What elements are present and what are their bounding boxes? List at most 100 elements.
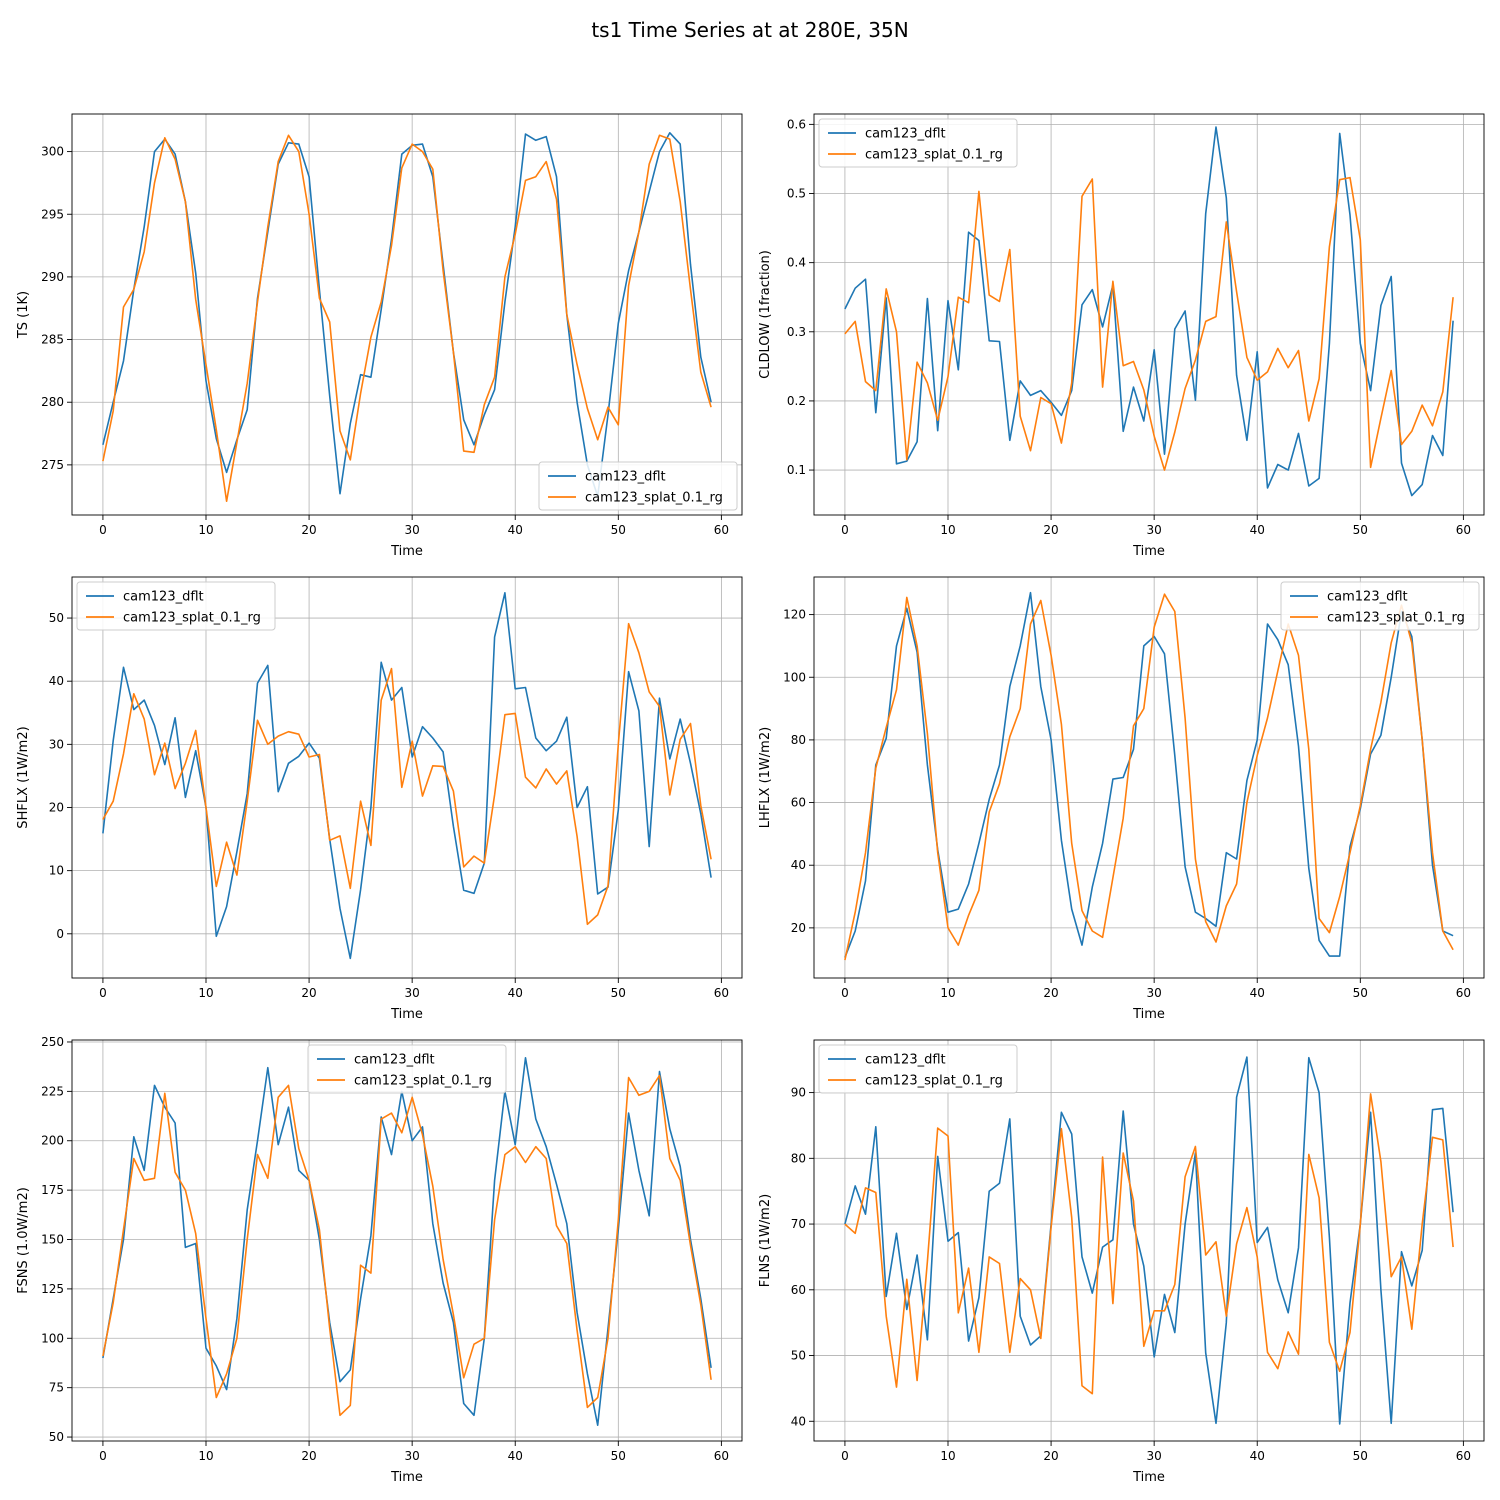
legend-entry: cam123_splat_0.1_rg: [1327, 611, 1465, 626]
x-tick-label: 50: [1353, 1449, 1368, 1463]
x-tick-label: 40: [508, 986, 523, 1000]
legend-box: [818, 118, 1018, 168]
axes-frame: [71, 113, 743, 516]
y-tick-label: 285: [41, 333, 64, 347]
subplot-shflx: 0 10 20 30 40 50 60 0 10 20 30 40 50 Time SHFLX (1W/m2…: [16, 576, 743, 1022]
x-tick-label: 30: [405, 986, 420, 1000]
x-tick-label: 40: [508, 1449, 523, 1463]
y-tick-label: 0: [56, 927, 64, 941]
x-tick-label: 20: [1043, 986, 1058, 1000]
y-tick-label: 50: [49, 1430, 64, 1444]
legend: cam123_dflt cam123_splat_0.1_rg: [538, 461, 738, 511]
legend: cam123_dflt cam123_splat_0.1_rg: [307, 1044, 507, 1094]
legend-box: [76, 581, 276, 631]
y-tick-label: 100: [783, 670, 806, 684]
y-tick-label: 295: [41, 207, 64, 221]
x-axis-label: Time: [1132, 1470, 1165, 1485]
figure-title: ts1 Time Series at at 280E, 35N: [591, 18, 908, 42]
y-axis-label: LHFLX (1W/m2): [758, 727, 773, 828]
legend-box: [1280, 581, 1480, 631]
y-tick-label: 250: [41, 1035, 64, 1049]
x-tick-label: 0: [99, 1449, 107, 1463]
y-axis-label: CLDLOW (1fraction): [758, 250, 773, 379]
grid: [72, 114, 742, 515]
x-tick-label: 30: [1147, 523, 1162, 537]
grid: [814, 577, 1484, 978]
x-tick-label: 10: [940, 523, 955, 537]
y-tick-label: 60: [791, 796, 806, 810]
y-tick-label: 125: [41, 1282, 64, 1296]
x-tick-label: 20: [1043, 523, 1058, 537]
x-tick-label: 60: [1456, 986, 1471, 1000]
y-tick-label: 280: [41, 395, 64, 409]
series-line-splat: [844, 176, 1454, 471]
series-line-dflt: [844, 126, 1454, 497]
y-tick-label: 0.6: [787, 117, 806, 131]
axes-frame: [71, 1039, 743, 1442]
y-tick-label: 20: [791, 921, 806, 935]
x-axis-label: Time: [390, 1470, 423, 1485]
x-tick-label: 60: [1456, 523, 1471, 537]
legend-box: [538, 461, 738, 511]
series-line-splat: [102, 622, 712, 926]
legend-entry: cam123_splat_0.1_rg: [585, 491, 723, 506]
x-tick-label: 30: [1147, 1449, 1162, 1463]
legend-box: [307, 1044, 507, 1094]
x-tick-label: 50: [611, 523, 626, 537]
subplot-lhflx: 0 10 20 30 40 50 60 20 40 60 80 100 120 Time LHFLX (1W…: [758, 576, 1485, 1022]
y-tick-label: 40: [791, 858, 806, 872]
x-tick-label: 0: [99, 986, 107, 1000]
y-tick-label: 80: [791, 733, 806, 747]
x-tick-label: 50: [611, 986, 626, 1000]
x-tick-label: 40: [508, 523, 523, 537]
x-tick-label: 10: [198, 986, 213, 1000]
y-tick-label: 40: [49, 674, 64, 688]
x-axis-label: Time: [390, 544, 423, 559]
x-tick-label: 20: [1043, 1449, 1058, 1463]
y-tick-label: 0.2: [787, 394, 806, 408]
legend: cam123_dflt cam123_splat_0.1_rg: [1280, 581, 1480, 631]
legend-entry: cam123_splat_0.1_rg: [865, 148, 1003, 163]
series-line-splat: [844, 1093, 1454, 1395]
y-tick-label: 80: [791, 1151, 806, 1165]
y-axis-label: FLNS (1W/m2): [758, 1194, 773, 1287]
axes-frame: [813, 1039, 1485, 1442]
y-tick-label: 0.1: [787, 463, 806, 477]
y-tick-label: 10: [49, 864, 64, 878]
x-axis-label: Time: [1132, 544, 1165, 559]
legend-entry: cam123_splat_0.1_rg: [123, 611, 261, 626]
x-tick-label: 10: [940, 986, 955, 1000]
legend-entry: cam123_dflt: [354, 1053, 435, 1068]
legend-box: [818, 1044, 1018, 1094]
x-tick-label: 30: [405, 523, 420, 537]
series-line-splat: [102, 134, 712, 503]
y-tick-label: 290: [41, 270, 64, 284]
x-tick-label: 0: [841, 1449, 849, 1463]
series-line-splat: [844, 593, 1454, 961]
x-tick-label: 30: [405, 1449, 420, 1463]
y-tick-label: 75: [49, 1381, 64, 1395]
legend-entry: cam123_splat_0.1_rg: [354, 1074, 492, 1089]
y-tick-label: 225: [41, 1084, 64, 1098]
y-tick-label: 0.5: [787, 187, 806, 201]
series-line-splat: [102, 1074, 712, 1417]
series-line-dflt: [844, 1056, 1454, 1425]
x-tick-label: 10: [940, 1449, 955, 1463]
x-tick-label: 40: [1250, 986, 1265, 1000]
y-tick-label: 150: [41, 1233, 64, 1247]
x-tick-label: 50: [1353, 986, 1368, 1000]
subplot-flns: 0 10 20 30 40 50 60 40 50 60 70 80 90 Time FLNS (1W/m2…: [758, 1039, 1485, 1485]
grid: [72, 1040, 742, 1441]
legend-entry: cam123_dflt: [1327, 590, 1408, 605]
y-tick-label: 20: [49, 800, 64, 814]
x-tick-label: 20: [301, 986, 316, 1000]
grid: [814, 114, 1484, 515]
x-tick-label: 30: [1147, 986, 1162, 1000]
y-tick-label: 0.4: [787, 256, 806, 270]
y-tick-label: 100: [41, 1331, 64, 1345]
legend: cam123_dflt cam123_splat_0.1_rg: [818, 1044, 1018, 1094]
x-tick-label: 60: [1456, 1449, 1471, 1463]
